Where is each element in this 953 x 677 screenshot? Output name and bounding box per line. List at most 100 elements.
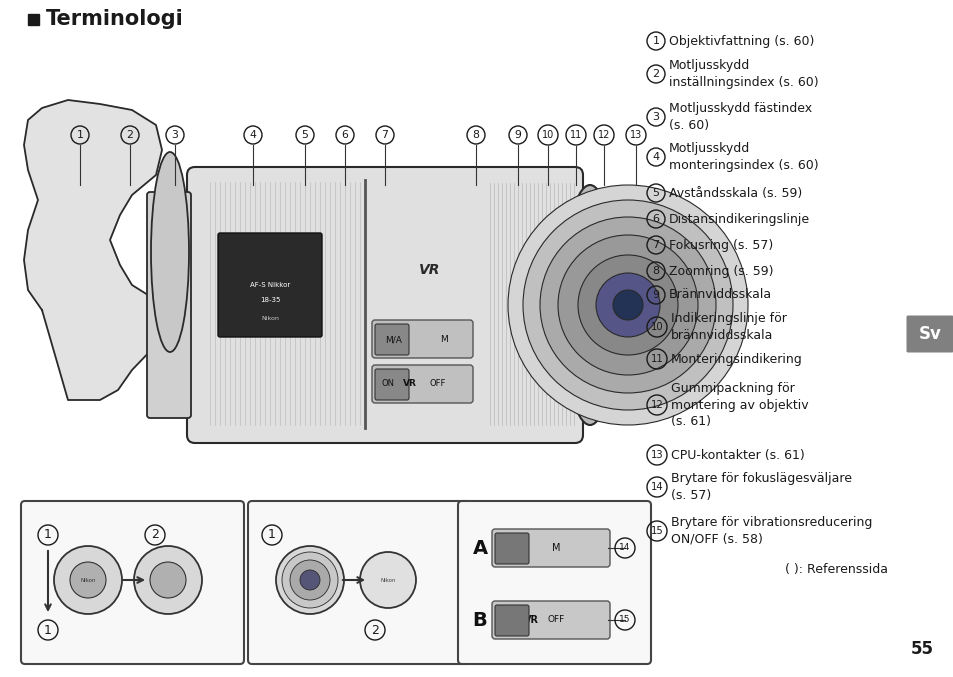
Circle shape: [578, 255, 678, 355]
Circle shape: [613, 290, 642, 320]
Text: Fokusring (s. 57): Fokusring (s. 57): [668, 238, 773, 251]
Text: ON: ON: [502, 615, 517, 624]
Text: 4: 4: [652, 152, 659, 162]
Text: AF-S Nikkor: AF-S Nikkor: [250, 282, 290, 288]
Text: 15: 15: [618, 615, 630, 624]
Text: 2: 2: [151, 529, 159, 542]
Text: 1: 1: [44, 624, 51, 636]
Text: 18-35: 18-35: [259, 297, 280, 303]
FancyBboxPatch shape: [375, 324, 409, 355]
Text: 2: 2: [127, 130, 133, 140]
Text: Monteringsindikering: Monteringsindikering: [670, 353, 801, 366]
FancyBboxPatch shape: [905, 315, 952, 353]
FancyBboxPatch shape: [495, 533, 529, 564]
Text: Motljusskydd
monteringsindex (s. 60): Motljusskydd monteringsindex (s. 60): [668, 142, 818, 172]
Polygon shape: [24, 100, 162, 400]
Text: M: M: [552, 543, 560, 553]
Text: OFF: OFF: [547, 615, 565, 624]
Text: CPU-kontakter (s. 61): CPU-kontakter (s. 61): [670, 448, 804, 462]
Text: OFF: OFF: [430, 380, 446, 389]
Text: Distansindikeringslinje: Distansindikeringslinje: [668, 213, 809, 225]
FancyBboxPatch shape: [187, 167, 582, 443]
Text: 5: 5: [652, 188, 659, 198]
Circle shape: [275, 546, 344, 614]
Text: 3: 3: [652, 112, 659, 122]
Text: Motljusskydd fästindex
(s. 60): Motljusskydd fästindex (s. 60): [668, 102, 811, 132]
Text: 2: 2: [652, 69, 659, 79]
Text: 8: 8: [652, 266, 659, 276]
Circle shape: [359, 552, 416, 608]
Text: 1: 1: [652, 36, 659, 46]
Circle shape: [150, 562, 186, 598]
Text: 55: 55: [909, 640, 933, 658]
Text: 11: 11: [650, 354, 662, 364]
FancyBboxPatch shape: [372, 320, 473, 358]
Circle shape: [133, 546, 202, 614]
Text: Brännviddsskala: Brännviddsskala: [668, 288, 771, 301]
Circle shape: [290, 560, 330, 600]
Text: 6: 6: [341, 130, 348, 140]
FancyBboxPatch shape: [457, 501, 650, 664]
Text: B: B: [472, 611, 487, 630]
Text: Nikon: Nikon: [80, 577, 95, 582]
Text: 11: 11: [569, 130, 581, 140]
Text: ( ): Referenssida: ( ): Referenssida: [784, 563, 887, 575]
Text: 1: 1: [76, 130, 83, 140]
Text: 9: 9: [652, 290, 659, 300]
FancyBboxPatch shape: [492, 601, 609, 639]
Text: 9: 9: [514, 130, 521, 140]
Circle shape: [282, 552, 337, 608]
Text: 2: 2: [371, 624, 378, 636]
Text: 8: 8: [472, 130, 479, 140]
Text: 4: 4: [250, 130, 256, 140]
FancyBboxPatch shape: [372, 365, 473, 403]
FancyBboxPatch shape: [248, 501, 471, 664]
Circle shape: [507, 185, 747, 425]
Text: 6: 6: [652, 214, 659, 224]
Text: Nikon: Nikon: [261, 315, 278, 320]
Text: Brytare för fokuslägesväljare
(s. 57): Brytare för fokuslägesväljare (s. 57): [670, 473, 851, 502]
Text: VR: VR: [419, 263, 440, 277]
Bar: [28, 14, 39, 25]
Circle shape: [54, 546, 122, 614]
Text: VR: VR: [523, 615, 538, 625]
Text: 12: 12: [598, 130, 610, 140]
FancyBboxPatch shape: [495, 605, 529, 636]
Text: 15: 15: [650, 526, 662, 536]
Text: 7: 7: [652, 240, 659, 250]
Circle shape: [539, 217, 716, 393]
FancyBboxPatch shape: [492, 529, 609, 567]
Circle shape: [70, 562, 106, 598]
Circle shape: [558, 235, 698, 375]
Text: 10: 10: [541, 130, 554, 140]
FancyBboxPatch shape: [21, 501, 244, 664]
Text: Sv: Sv: [918, 325, 941, 343]
Text: Objektivfattning (s. 60): Objektivfattning (s. 60): [668, 35, 814, 47]
Text: Zoomring (s. 59): Zoomring (s. 59): [668, 265, 773, 278]
Text: 14: 14: [650, 482, 662, 492]
FancyBboxPatch shape: [147, 192, 191, 418]
Circle shape: [299, 570, 319, 590]
Text: 5: 5: [301, 130, 308, 140]
Ellipse shape: [151, 152, 189, 352]
Text: 14: 14: [618, 544, 630, 552]
Text: 12: 12: [650, 400, 662, 410]
Text: 1: 1: [268, 529, 275, 542]
Text: Terminologi: Terminologi: [46, 9, 184, 29]
FancyBboxPatch shape: [375, 369, 409, 400]
Text: 13: 13: [650, 450, 662, 460]
Text: 13: 13: [629, 130, 641, 140]
Text: Avståndsskala (s. 59): Avståndsskala (s. 59): [668, 186, 801, 200]
Text: 3: 3: [172, 130, 178, 140]
Text: Nikon: Nikon: [380, 577, 395, 582]
Text: 10: 10: [650, 322, 662, 332]
Circle shape: [596, 273, 659, 337]
Ellipse shape: [562, 185, 617, 425]
Text: Indikeringslinje för
brännviddsskala: Indikeringslinje för brännviddsskala: [670, 312, 786, 342]
Text: A: A: [472, 538, 487, 557]
Text: Gummipackning för
montering av objektiv
(s. 61): Gummipackning för montering av objektiv …: [670, 382, 808, 428]
Text: 7: 7: [381, 130, 388, 140]
Text: ON: ON: [381, 380, 395, 389]
FancyBboxPatch shape: [218, 233, 322, 337]
Text: VR: VR: [402, 380, 416, 389]
